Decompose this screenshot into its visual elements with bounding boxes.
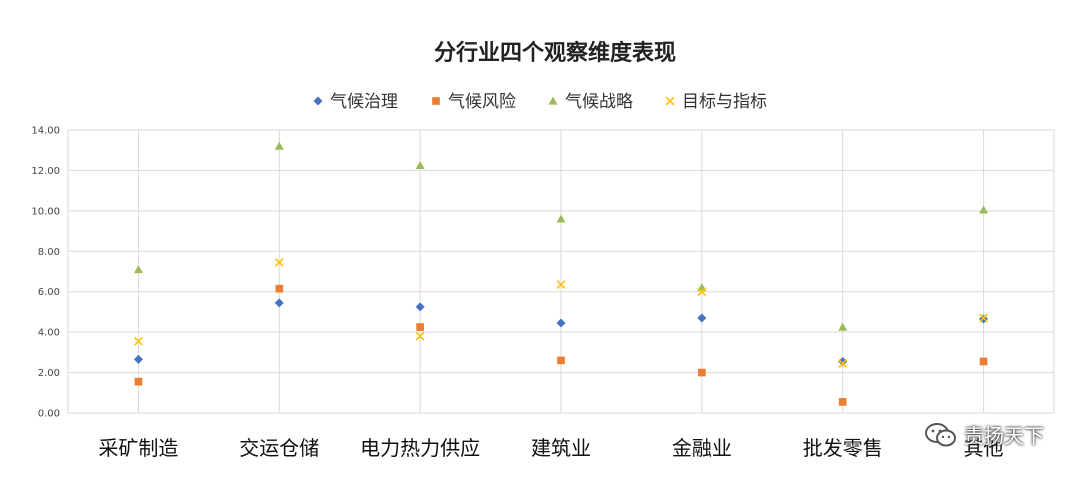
x-tick-label: 电力热力供应 xyxy=(360,436,480,460)
data-point xyxy=(979,205,989,214)
series-3 xyxy=(134,258,988,368)
y-tick-label: 6.00 xyxy=(38,287,60,298)
data-point xyxy=(838,398,847,406)
data-point xyxy=(133,354,143,364)
x-tick-label: 其他 xyxy=(964,436,1004,460)
legend-label: 气候战略 xyxy=(565,92,633,112)
legend-item: 目标与指标 xyxy=(665,92,767,112)
data-point xyxy=(838,359,848,368)
x-tick-label: 批发零售 xyxy=(803,436,883,460)
data-point xyxy=(416,323,424,331)
data-point xyxy=(979,313,988,323)
x-tick-label: 采矿制造 xyxy=(98,436,178,460)
data-point xyxy=(415,302,425,312)
x-tick-label: 建筑业 xyxy=(531,436,591,460)
data-point xyxy=(415,160,425,169)
data-point xyxy=(275,284,284,293)
data-point xyxy=(274,141,284,150)
legend: 气候治理 气候风险 气候战略 目标与指标 xyxy=(313,92,767,112)
y-tick-label: 14.00 xyxy=(31,126,60,137)
data-point xyxy=(697,313,707,323)
y-tick-label: 0.00 xyxy=(38,409,60,420)
wechat-icon xyxy=(925,422,956,446)
watermark-text: 责扬天下 xyxy=(964,424,1044,448)
chart-title: 分行业四个观察维度表现 xyxy=(434,40,676,66)
data-point xyxy=(556,214,566,223)
data-point xyxy=(556,280,566,290)
data-point xyxy=(838,356,848,366)
x-tick-label: 交运仓储 xyxy=(239,436,319,460)
data-point xyxy=(697,283,707,292)
legend-label: 气候风险 xyxy=(448,92,516,112)
x-axis: 采矿制造 交运仓储 电力热力供应 建筑业 金融业 批发零售 其他 xyxy=(98,436,1003,460)
series-1 xyxy=(134,284,988,406)
data-point xyxy=(134,377,143,386)
legend-marker xyxy=(665,96,675,106)
y-tick-label: 2.00 xyxy=(38,368,60,379)
legend-item: 气候风险 xyxy=(432,92,516,112)
data-point xyxy=(134,336,143,346)
data-point xyxy=(557,356,565,365)
data-point xyxy=(415,331,425,341)
y-axis: 0.00 2.00 4.00 6.00 8.00 10.00 12.00 14.00 xyxy=(31,126,60,420)
data-point xyxy=(133,264,143,274)
legend-label: 气候治理 xyxy=(330,92,398,112)
legend-item: 气候战略 xyxy=(548,92,633,112)
series-0 xyxy=(133,298,989,366)
data-point xyxy=(274,258,284,267)
legend-marker xyxy=(432,97,440,105)
legend-marker xyxy=(548,96,558,105)
data-point xyxy=(274,298,284,308)
y-tick-label: 8.00 xyxy=(38,247,60,258)
data-point xyxy=(556,318,566,328)
data-point xyxy=(979,357,988,366)
data-point xyxy=(698,368,706,377)
x-tick-label: 金融业 xyxy=(672,436,732,460)
legend-label: 目标与指标 xyxy=(682,92,767,112)
data-marks xyxy=(133,141,989,406)
y-tick-label: 10.00 xyxy=(31,206,60,217)
watermark: 责扬天下 xyxy=(924,420,1044,449)
data-point xyxy=(838,322,848,331)
y-tick-label: 12.00 xyxy=(31,166,60,177)
data-point xyxy=(697,287,707,297)
legend-item: 气候治理 xyxy=(313,92,398,112)
grid xyxy=(67,129,1055,414)
legend-marker xyxy=(313,96,323,106)
y-tick-label: 4.00 xyxy=(38,328,60,339)
